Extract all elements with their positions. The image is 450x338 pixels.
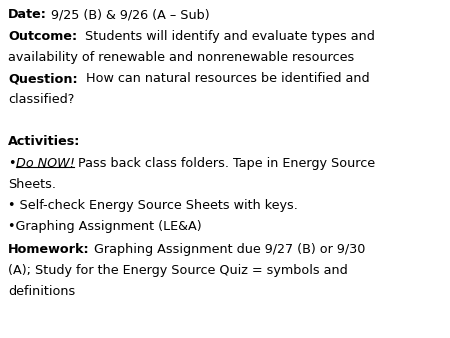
Text: (A); Study for the Energy Source Quiz = symbols and: (A); Study for the Energy Source Quiz = … bbox=[8, 264, 348, 277]
Text: Date:: Date: bbox=[8, 8, 47, 21]
Text: •Graphing Assignment (LE&A): •Graphing Assignment (LE&A) bbox=[8, 220, 202, 233]
Text: How can natural resources be identified and: How can natural resources be identified … bbox=[78, 72, 369, 85]
Text: Graphing Assignment due 9/27 (B) or 9/30: Graphing Assignment due 9/27 (B) or 9/30 bbox=[90, 243, 365, 256]
Text: Students will identify and evaluate types and: Students will identify and evaluate type… bbox=[77, 30, 375, 43]
Text: •: • bbox=[8, 157, 16, 170]
Text: • Self-check Energy Source Sheets with keys.: • Self-check Energy Source Sheets with k… bbox=[8, 199, 298, 212]
Text: definitions: definitions bbox=[8, 285, 75, 298]
Text: classified?: classified? bbox=[8, 93, 74, 106]
Text: Outcome:: Outcome: bbox=[8, 30, 77, 43]
Text: Activities:: Activities: bbox=[8, 135, 81, 148]
Text: Pass back class folders. Tape in Energy Source: Pass back class folders. Tape in Energy … bbox=[74, 157, 376, 170]
Text: Do NOW!: Do NOW! bbox=[16, 157, 74, 170]
Text: 9/25 (B) & 9/26 (A – Sub): 9/25 (B) & 9/26 (A – Sub) bbox=[47, 8, 210, 21]
Text: availability of renewable and nonrenewable resources: availability of renewable and nonrenewab… bbox=[8, 51, 354, 64]
Text: Homework:: Homework: bbox=[8, 243, 90, 256]
Text: Sheets.: Sheets. bbox=[8, 178, 56, 191]
Text: Question:: Question: bbox=[8, 72, 78, 85]
